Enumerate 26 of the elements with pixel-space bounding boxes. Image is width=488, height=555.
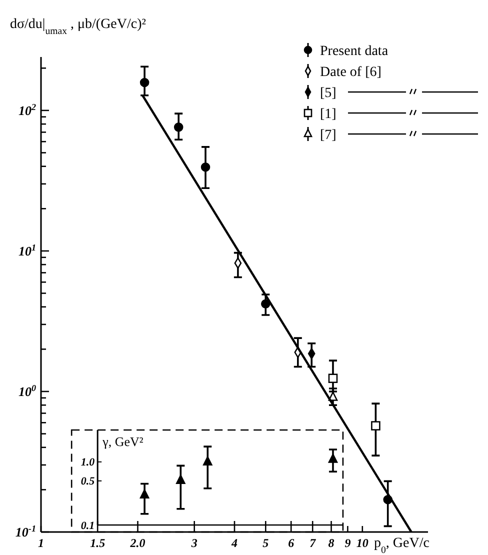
legend-label: Date of [6] (320, 64, 382, 80)
x-tick-label: 4 (230, 536, 238, 550)
x-tick-label: 9 (344, 536, 351, 550)
y-tick-label: 10$^{0}$ (18, 383, 36, 400)
x-tick-label: 6 (288, 536, 294, 550)
x-tick-label: 7 (310, 536, 317, 550)
x-tick-label: 10 (356, 536, 368, 550)
y-tick-label: 0.5 (80, 476, 96, 488)
y-tick-label: 10$^{-1}$ (15, 524, 36, 540)
x-tick-label: 3 (190, 536, 198, 550)
x-tick-label: 2.0 (129, 536, 146, 550)
legend-label: [5] (320, 86, 336, 101)
legend-label: Present data (320, 44, 389, 59)
y-axis-title: γ, GeV² (102, 434, 144, 449)
x-tick-label: 8 (328, 536, 334, 550)
x-tick-label: 1 (38, 536, 44, 550)
x-tick-label: 1.5 (90, 536, 106, 550)
x-tick-label: 5 (262, 536, 269, 550)
legend-label: [1] (320, 106, 336, 122)
y-axis-title: dσ/du|$_{umax}$ , μb/(GeV/c)² (10, 17, 146, 36)
y-tick-label: 10$^{1}$ (18, 242, 36, 258)
y-tick-label: 10$^{2}$ (18, 102, 36, 118)
y-tick-label: 1.0 (80, 456, 96, 469)
legend-label: [7] (320, 128, 336, 143)
x-axis-title: p$_{0}$, GeV/c (374, 536, 430, 555)
y-tick-label: 0.1 (80, 520, 95, 532)
